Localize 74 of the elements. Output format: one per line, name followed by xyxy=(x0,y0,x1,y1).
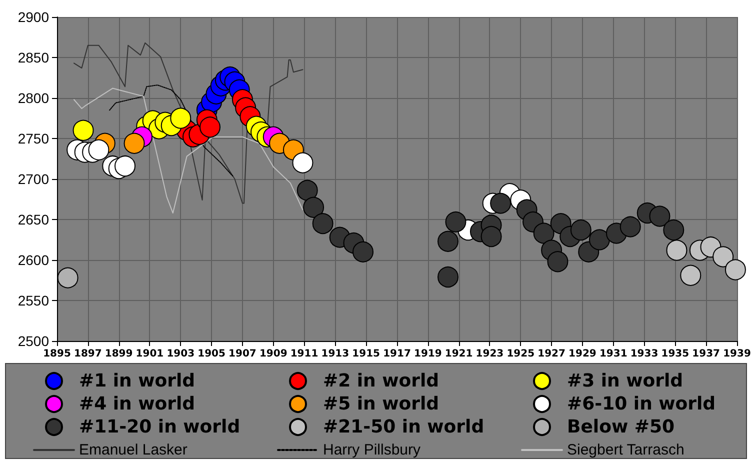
x-tick-label: 1923 xyxy=(476,348,504,360)
legend-label: #4 in world xyxy=(79,394,196,414)
legend-label: #1 in world xyxy=(79,370,196,392)
legend-label: #2 in world xyxy=(323,370,440,392)
point xyxy=(303,196,324,218)
y-tick-label: 2850 xyxy=(18,50,50,66)
point xyxy=(296,180,318,201)
legend-label: Siegbert Tarrasch xyxy=(567,442,684,458)
point xyxy=(292,152,314,174)
x-tick-label: 1933 xyxy=(630,348,658,360)
point xyxy=(445,211,466,232)
x-tick-label: 1931 xyxy=(599,348,628,360)
legend-label: #5 in world xyxy=(323,394,440,414)
x-tick-label: 1909 xyxy=(259,348,288,360)
point xyxy=(88,139,110,160)
point xyxy=(666,240,688,261)
legend-label: Below #50 xyxy=(567,416,674,438)
y-tick-label: 2600 xyxy=(18,252,50,268)
x-tick-label: 1913 xyxy=(321,348,350,360)
y-tick-label: 2500 xyxy=(18,333,50,349)
point xyxy=(533,222,554,244)
point xyxy=(124,132,145,154)
x-tick-label: 1921 xyxy=(444,348,473,360)
line-series xyxy=(74,42,304,204)
point xyxy=(649,206,670,227)
x-tick-label: 1911 xyxy=(290,348,318,360)
y-tick-label: 2550 xyxy=(18,292,50,308)
x-tick-label: 1907 xyxy=(228,348,256,360)
legend-label: Emanuel Lasker xyxy=(79,442,188,458)
y-tick-label: 2750 xyxy=(18,130,50,146)
x-tick-label: 1897 xyxy=(74,348,102,360)
point xyxy=(57,267,78,288)
x-tick-label: 1937 xyxy=(692,348,720,360)
point xyxy=(352,241,374,262)
x-tick-label: 1901 xyxy=(136,348,164,360)
point xyxy=(438,230,458,252)
x-tick-label: 1917 xyxy=(383,348,411,360)
point xyxy=(680,264,702,286)
point xyxy=(312,213,334,234)
x-tick-label: 1899 xyxy=(104,348,133,360)
point xyxy=(712,246,734,268)
point xyxy=(72,120,94,141)
line-series xyxy=(109,84,234,178)
legend-label: #21-50 in world xyxy=(323,416,484,438)
point xyxy=(547,251,568,272)
point xyxy=(170,108,192,129)
point xyxy=(570,220,592,241)
point xyxy=(480,226,502,248)
y-tick-label: 2700 xyxy=(18,171,50,187)
x-tick-label: 1895 xyxy=(43,348,71,360)
x-tick-label: 1903 xyxy=(166,348,195,360)
x-tick-label: 1935 xyxy=(661,348,690,360)
legend-label: Harry Pillsbury xyxy=(323,442,422,458)
x-tick-label: 1929 xyxy=(568,348,596,360)
x-tick-label: 1919 xyxy=(414,348,442,360)
y-tick-label: 2800 xyxy=(18,90,50,106)
legend-label: #11-20 in world xyxy=(79,416,240,438)
x-tick-label: 1905 xyxy=(198,348,226,360)
point xyxy=(114,156,136,177)
point xyxy=(200,116,220,138)
y-tick-label: 2650 xyxy=(18,212,50,228)
point xyxy=(438,266,458,288)
x-tick-label: 1925 xyxy=(506,348,535,360)
point xyxy=(490,192,512,214)
y-tick-label: 2900 xyxy=(18,9,50,25)
x-tick-label: 1915 xyxy=(352,348,380,360)
legend-label: #6-10 in world xyxy=(567,394,716,414)
x-tick-label: 1939 xyxy=(723,348,751,360)
point xyxy=(620,216,641,238)
x-tick-label: 1927 xyxy=(538,348,566,360)
point xyxy=(724,259,746,280)
point xyxy=(663,220,684,241)
point xyxy=(588,229,610,250)
legend-label: #3 in world xyxy=(567,370,684,392)
